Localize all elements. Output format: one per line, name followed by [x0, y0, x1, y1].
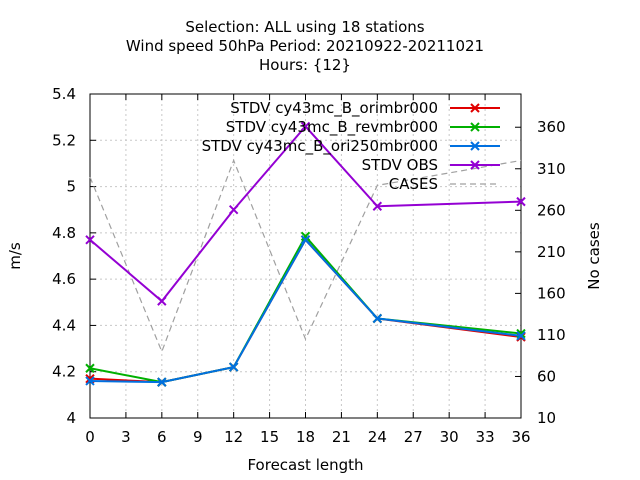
- grid: [90, 94, 521, 418]
- y-tick-label: 4: [66, 409, 76, 427]
- data-point: [300, 121, 311, 132]
- data-point: [85, 376, 95, 386]
- legend-marker: [470, 141, 480, 151]
- x-tick-label: 30: [440, 428, 459, 446]
- legend-marker: [470, 103, 480, 113]
- data-point: [516, 196, 526, 207]
- data-point: [85, 235, 95, 245]
- title-line: Selection: ALL using 18 stations: [185, 18, 424, 36]
- x-tick-label: 9: [193, 428, 203, 446]
- legend-marker: [470, 160, 480, 170]
- axes: 0 3 6 9 12 15 18 21 24 27 30 33 3644.24.44.64.855.25…: [52, 85, 566, 446]
- y-axis-label: m/s: [6, 242, 24, 270]
- legend-marker: [470, 122, 480, 132]
- x-tick-label: 33: [476, 428, 495, 446]
- legend-label: STDV cy43mc_B_ori250mbr000: [202, 137, 438, 156]
- x-axis-label: Forecast length: [247, 456, 363, 474]
- x-tick-label: 36: [511, 428, 530, 446]
- data-point: [157, 296, 167, 306]
- data-point: [157, 377, 167, 387]
- data-point: [228, 362, 239, 372]
- legend-label: CASES: [389, 175, 438, 193]
- data-point: [300, 235, 311, 245]
- y-tick-label: 5.2: [52, 131, 76, 149]
- y-tick-label: 4.4: [52, 316, 76, 334]
- y2-tick-label: 60: [537, 367, 556, 385]
- legend-label: STDV cy43mc_B_revmbr000: [226, 118, 438, 137]
- x-tick-label: 6: [157, 428, 167, 446]
- series-line-2: [89, 238, 522, 384]
- y2-tick-label: 310: [537, 160, 566, 178]
- y2-tick-label: 110: [537, 326, 566, 344]
- data-point: [372, 201, 383, 211]
- title-line: Wind speed 50hPa Period: 20210922-202110…: [126, 37, 484, 55]
- data-point: [228, 205, 239, 215]
- y2-tick-label: 10: [537, 409, 556, 427]
- y-tick-label: 4.8: [52, 224, 76, 242]
- y2-tick-label: 360: [537, 118, 566, 136]
- data-point: [300, 231, 311, 242]
- y2-tick-label: 260: [537, 201, 566, 219]
- series-layer: [85, 121, 526, 387]
- data-point: [516, 331, 526, 341]
- x-tick-label: 24: [368, 428, 387, 446]
- y-tick-label: 5: [66, 178, 76, 196]
- data-point: [372, 313, 383, 324]
- y-tick-label: 4.2: [52, 363, 76, 381]
- x-tick-label: 21: [332, 428, 351, 446]
- y-tick-label: 4.6: [52, 270, 76, 288]
- y2-axis-label: No cases: [585, 222, 603, 290]
- legend-label: STDV OBS: [362, 156, 438, 174]
- x-tick-label: 0: [85, 428, 95, 446]
- x-tick-label: 18: [296, 428, 315, 446]
- y-tick-label: 5.4: [52, 85, 76, 103]
- y2-tick-label: 210: [537, 243, 566, 261]
- x-tick-label: 27: [404, 428, 423, 446]
- x-tick-label: 15: [260, 428, 279, 446]
- x-tick-label: 12: [224, 428, 243, 446]
- x-tick-label: 3: [121, 428, 131, 446]
- data-point: [85, 363, 95, 373]
- series-line-3: [89, 124, 522, 303]
- y2-tick-label: 160: [537, 284, 566, 302]
- title-line: Hours: {12}: [259, 56, 351, 74]
- legend-label: STDV cy43mc_B_orimbr000: [230, 99, 438, 118]
